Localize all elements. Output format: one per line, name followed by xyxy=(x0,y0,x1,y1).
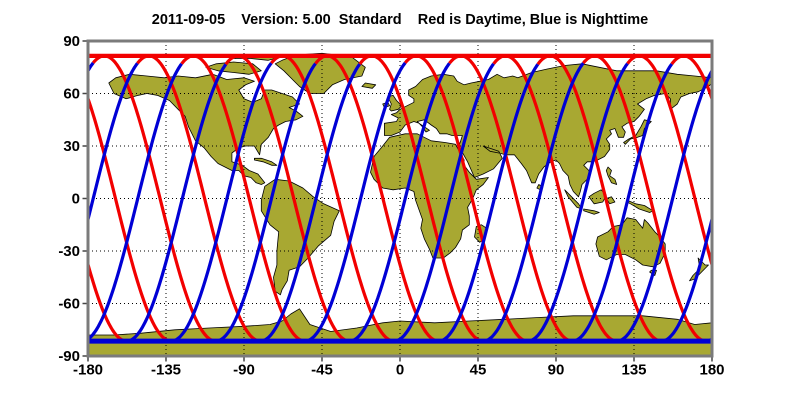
nighttime-track xyxy=(570,63,673,343)
x-tick-label: 135 xyxy=(621,362,646,379)
nighttime-track xyxy=(88,61,95,75)
landmass xyxy=(583,208,600,215)
nighttime-track xyxy=(436,63,540,343)
y-tick-label: 0 xyxy=(72,191,80,208)
x-tick-label: -90 xyxy=(233,362,255,379)
nighttime-track xyxy=(391,62,495,343)
y-tick-label: -90 xyxy=(58,348,80,365)
chart-title: 2011-09-05 Version: 5.00 Standard Red is… xyxy=(151,12,649,28)
daytime-track xyxy=(717,58,722,63)
landmass xyxy=(605,166,618,185)
nighttime-track xyxy=(346,62,451,343)
nighttime-track xyxy=(524,62,629,343)
y-tick-label: -60 xyxy=(58,296,80,313)
landmass xyxy=(254,157,278,166)
nighttime-track xyxy=(480,62,585,343)
nighttime-track xyxy=(614,67,712,343)
x-tick-label: 45 xyxy=(470,362,487,379)
landmass xyxy=(361,82,377,89)
y-tick-label: 60 xyxy=(63,86,80,103)
daytime-track xyxy=(78,340,81,341)
nighttime-track xyxy=(212,62,317,343)
x-tick-label: 180 xyxy=(699,362,724,379)
x-tick-label: -135 xyxy=(151,362,181,379)
landmass xyxy=(260,178,340,296)
nighttime-track xyxy=(302,61,407,343)
y-tick-label: -30 xyxy=(58,243,80,260)
plot-frame xyxy=(86,39,714,358)
landmass xyxy=(387,94,403,112)
daytime-track xyxy=(88,93,170,343)
landmass xyxy=(623,119,652,145)
y-tick-label: 90 xyxy=(63,33,80,50)
x-tick-label: 0 xyxy=(396,362,404,379)
nighttime-track xyxy=(124,63,228,343)
plot-area xyxy=(78,41,722,356)
x-tick-label: -45 xyxy=(311,362,333,379)
x-tick-label: -180 xyxy=(73,362,103,379)
nighttime-track xyxy=(258,63,361,343)
nighttime-track xyxy=(168,62,273,343)
daytime-track xyxy=(88,258,125,343)
nighttime-track xyxy=(88,62,183,341)
nighttime-track xyxy=(88,62,139,226)
y-tick-label: 30 xyxy=(63,138,80,155)
x-tick-label: 90 xyxy=(548,362,565,379)
